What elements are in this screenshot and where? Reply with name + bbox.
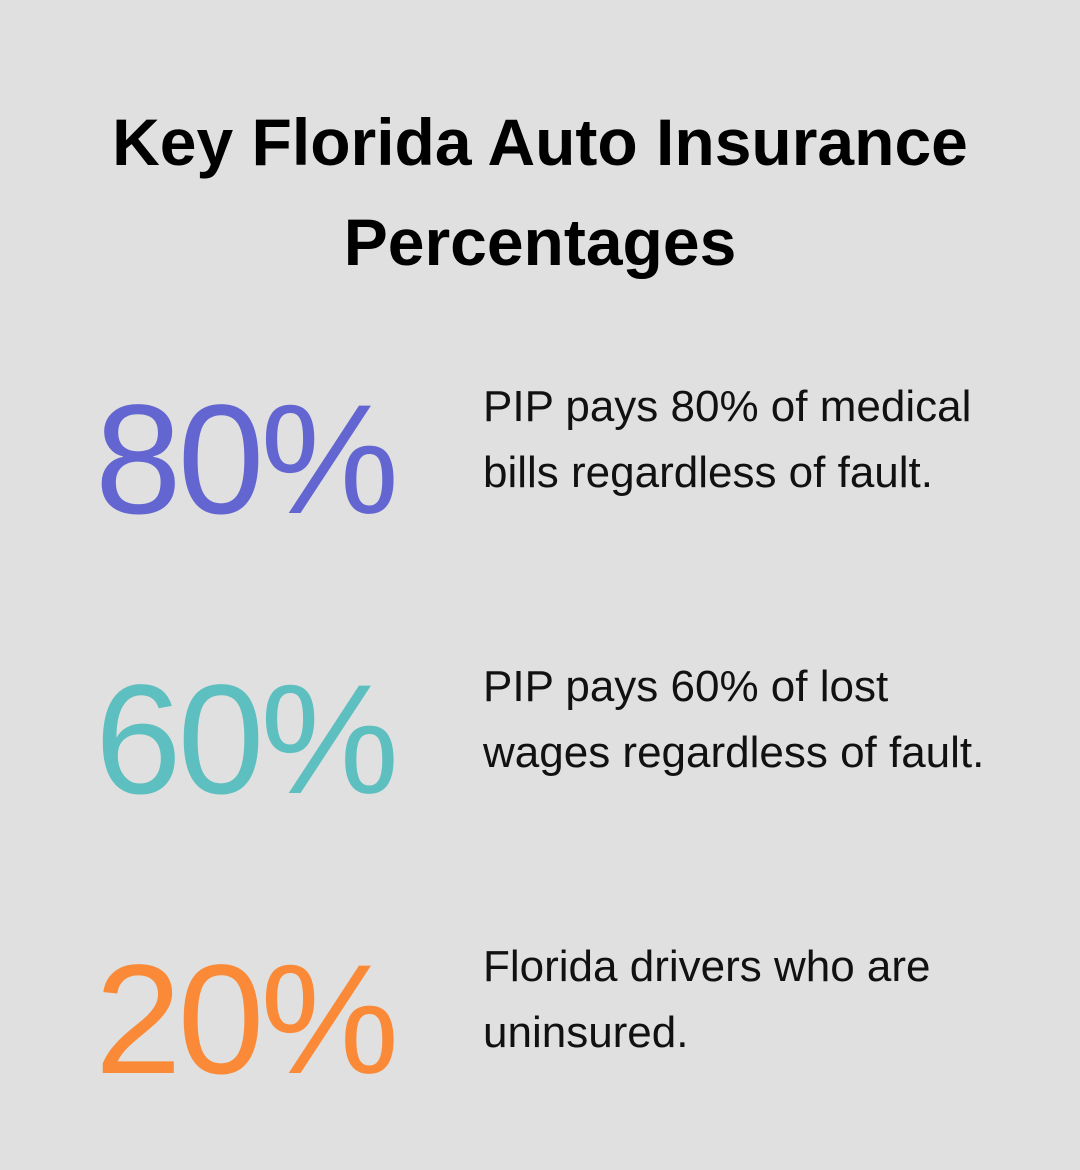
stat-row: 20% Florida drivers who are uninsured.: [0, 930, 1080, 1170]
stat-description: PIP pays 60% of lost wages regardless of…: [483, 662, 985, 777]
stat-description: PIP pays 80% of medical bills regardless…: [483, 382, 972, 497]
stat-value: 60%: [94, 653, 399, 827]
title: Key Florida Auto Insurance Percentages: [112, 105, 968, 279]
stat-row: 60% PIP pays 60% of lost wages regardles…: [0, 650, 1080, 890]
stat-description: Florida drivers who are uninsured.: [483, 942, 931, 1057]
page: Key Florida Auto Insurance Percentages 8…: [0, 105, 1080, 1107]
stat-value: 80%: [94, 373, 399, 547]
stat-value: 20%: [94, 933, 399, 1107]
stat-row: 80% PIP pays 80% of medical bills regard…: [0, 370, 1080, 610]
